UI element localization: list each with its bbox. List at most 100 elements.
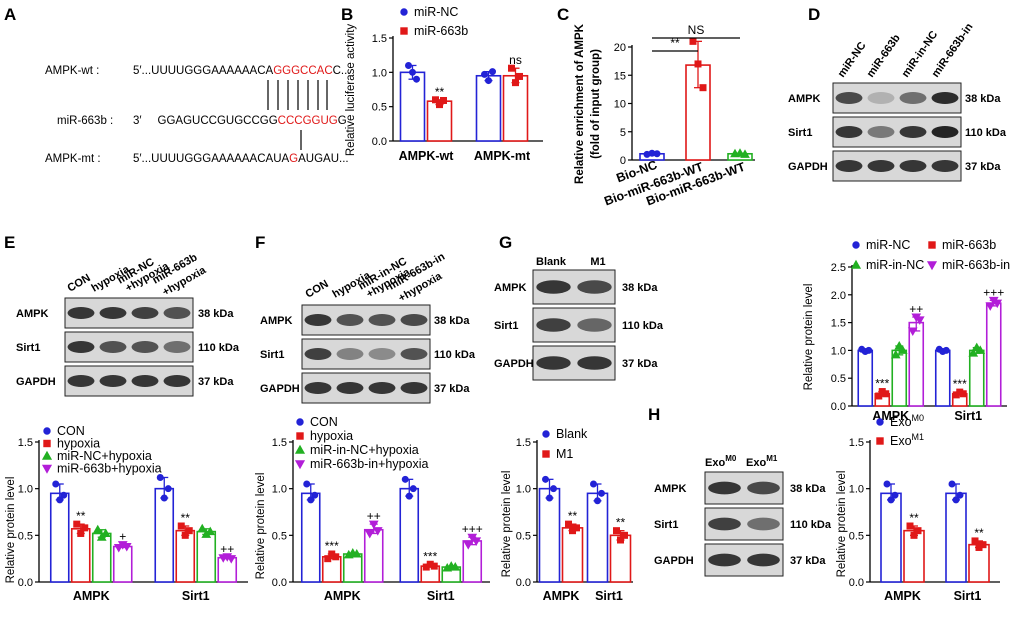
panel-label-b: B [341, 5, 353, 24]
data-point [156, 473, 164, 481]
data-point [185, 527, 193, 535]
blot-band [304, 314, 332, 326]
legend-label: ExoM1 [890, 432, 924, 448]
blot-band [67, 375, 95, 387]
y-tick-label: 1.0 [372, 67, 387, 79]
data-point [910, 531, 918, 539]
blot-kda-label: 110 kDa [198, 342, 240, 354]
legend-label: miR-in-NC+hypoxia [310, 443, 419, 457]
data-point [226, 555, 237, 564]
blot-band [67, 341, 95, 353]
significance-label: ** [76, 509, 86, 523]
blot-row-label: Sirt1 [654, 519, 678, 531]
legend-marker [852, 241, 860, 249]
western-blot-g: AMPK 38 kDa Sirt1 110 kDa GAPDH 37 kDa Blank M1 [494, 256, 664, 381]
blot-row-label: AMPK [788, 93, 820, 105]
data-point [694, 60, 702, 68]
data-point [463, 541, 474, 550]
blot-row-label: Sirt1 [788, 127, 812, 139]
data-point [891, 491, 899, 499]
significance-label: ++ [909, 302, 923, 316]
chart-b: 0.0 0.5 1.0 1.5 AMPK-wt AMPK-mt ** ns Relative l… [345, 5, 543, 163]
legend-name: M1 [556, 447, 573, 461]
legend-marker [296, 432, 304, 440]
blot-band [536, 356, 571, 370]
blot-kda-label: 38 kDa [198, 308, 234, 320]
panel-label-g: G [499, 233, 512, 252]
legend-marker [876, 418, 884, 426]
blot-lane-label: Blank [536, 256, 567, 268]
data-point [894, 340, 905, 350]
data-point [332, 553, 340, 561]
lane-name: Exo [746, 457, 766, 469]
data-point [113, 543, 124, 553]
x-category-label: Sirt1 [954, 589, 982, 603]
y-axis-label: Relative protein level [803, 284, 815, 391]
legend-label: miR-in-NC [866, 258, 924, 272]
data-point [897, 345, 908, 354]
data-point [413, 75, 420, 83]
data-point [594, 497, 601, 505]
data-point [177, 522, 185, 530]
data-point [409, 485, 417, 493]
blot-band [163, 375, 191, 387]
data-point [405, 492, 413, 500]
legend-marker [294, 460, 306, 470]
bar-f-0-0 [300, 492, 321, 583]
data-point [975, 345, 986, 354]
x-category-label: AMPK-wt [399, 149, 455, 163]
blot-row-label: AMPK [494, 282, 526, 294]
significance-label: ++ [220, 542, 234, 556]
data-point [914, 316, 925, 325]
y-tick-label: 1.5 [831, 318, 846, 330]
bar-e-2-0 [91, 532, 112, 583]
y-axis-label: Relative protein level [836, 471, 848, 578]
bar-b-0-1 [475, 74, 502, 142]
data-point [621, 531, 628, 539]
seq-row-text: 5′...UUUUGGGAAAAAACAUAGAUGAU... [133, 153, 349, 165]
blot-band [304, 348, 332, 360]
bar-d-2-1 [968, 349, 985, 407]
blot-band [867, 126, 895, 138]
data-point [351, 548, 362, 558]
blot-band [747, 553, 780, 567]
blot-kda-label: 37 kDa [198, 376, 234, 388]
blot-kda-label: 37 kDa [434, 383, 470, 395]
y-tick-label: 0.5 [18, 530, 33, 542]
y-tick-label: 1.0 [849, 484, 864, 496]
data-point [942, 346, 950, 354]
blot-band [931, 160, 959, 172]
bar-h-0-0 [880, 492, 902, 583]
blot-row-label: GAPDH [260, 383, 300, 395]
y-tick-label: 0.0 [849, 577, 864, 589]
seq-row-name: AMPK-mt : [45, 153, 101, 165]
legend-name: miR-NC [414, 5, 458, 19]
blot-band [747, 481, 780, 495]
blot-band [400, 314, 428, 326]
data-point [740, 149, 750, 158]
blot-row-label: AMPK [16, 308, 48, 320]
blot-band [835, 160, 863, 172]
bar-b-1-1 [502, 74, 529, 142]
legend-superscript: M1 [912, 432, 925, 442]
data-point [471, 537, 482, 546]
panel-label-h: H [648, 405, 660, 424]
data-point [882, 390, 890, 398]
legend-marker [542, 450, 550, 458]
significance-label: ns [509, 53, 522, 67]
blot-band [368, 348, 396, 360]
y-tick-label: 1.0 [516, 484, 531, 496]
legend-name: miR-663b [942, 238, 996, 252]
blot-band [931, 126, 959, 138]
data-point [164, 485, 172, 493]
significance-label: ** [909, 511, 919, 525]
blot-band [131, 307, 159, 319]
blot-band [67, 307, 95, 319]
blot-kda-label: 37 kDa [622, 358, 658, 370]
data-point [181, 531, 189, 539]
legend-name: miR-in-NC [866, 258, 924, 272]
y-tick-label: 1.5 [849, 437, 864, 449]
